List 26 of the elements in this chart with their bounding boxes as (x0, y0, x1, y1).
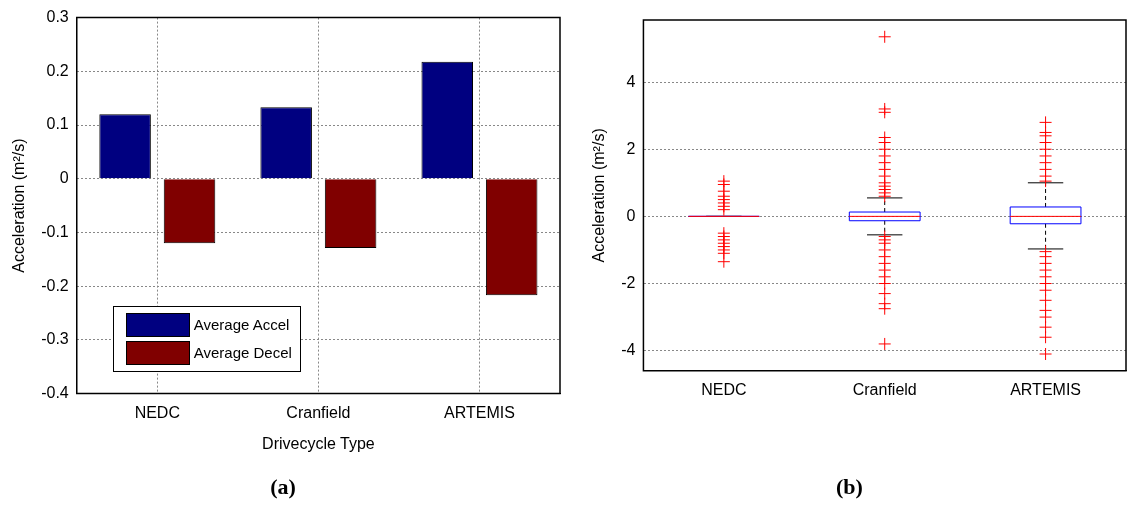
text: (a) (269, 474, 297, 500)
y-tick-label: -0.3 (41, 330, 69, 348)
y-tick-label: 0.3 (46, 8, 69, 26)
y-tick-label: 0 (59, 169, 69, 187)
x-tick-label: Cranfield (852, 380, 917, 398)
x-axis-title: Drivecycle Type (262, 434, 375, 452)
y-tick-label: -0.1 (41, 222, 69, 240)
x-tick-label: NEDC (701, 380, 747, 398)
x-tick-label: NEDC (134, 403, 180, 421)
y-tick-label: -2 (621, 273, 636, 291)
text: (b) (835, 474, 864, 500)
x-tick-label: ARTEMIS (444, 403, 515, 421)
x-tick-label: Cranfield (286, 403, 351, 421)
legend-label: Average Accel (193, 316, 290, 334)
y-tick-label: 0.2 (46, 61, 69, 79)
y-tick-label: 4 (626, 72, 636, 90)
y-tick-label: 0.1 (46, 115, 69, 133)
y-tick-label: -0.4 (41, 384, 69, 402)
legend-label: Average Decel (193, 344, 292, 362)
y-tick-label: -0.2 (41, 276, 69, 294)
y-tick-label: -4 (621, 341, 636, 359)
x-tick-label: ARTEMIS (1010, 380, 1081, 398)
y-axis-title: Acceleration (m²/s) (590, 128, 608, 263)
y-tick-label: 0 (626, 206, 636, 224)
y-tick-label: 2 (626, 139, 636, 157)
y-axis-title: Acceleration (m²/s) (10, 138, 28, 273)
